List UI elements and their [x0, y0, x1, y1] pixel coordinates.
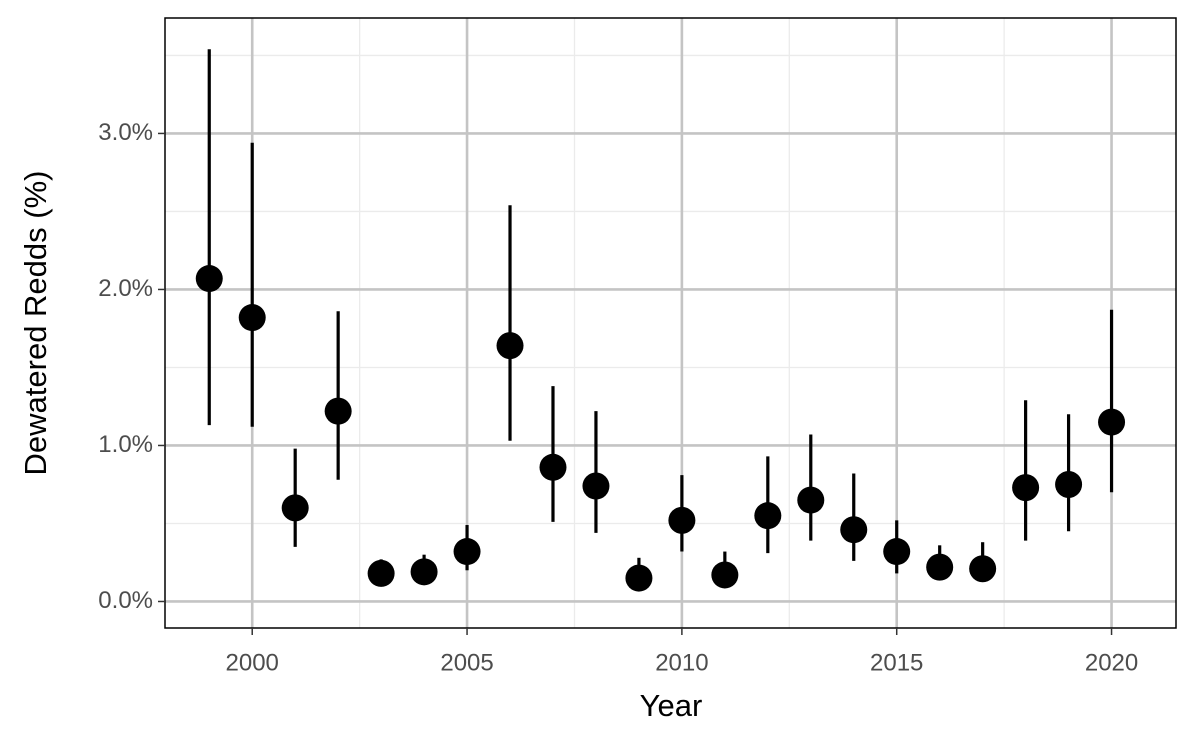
point	[496, 332, 524, 360]
point	[1098, 408, 1126, 436]
point	[668, 506, 696, 534]
y-tick-label: 3.0%	[98, 119, 153, 146]
point	[539, 453, 567, 481]
x-tick-label: 2010	[655, 649, 708, 676]
point	[926, 553, 954, 581]
point	[883, 538, 911, 566]
point	[410, 558, 438, 586]
x-tick-label: 2000	[226, 649, 279, 676]
point	[711, 561, 739, 589]
point	[969, 555, 997, 583]
point	[625, 564, 653, 592]
point	[238, 304, 266, 332]
panel-border	[164, 17, 1177, 629]
point	[840, 516, 868, 544]
point	[1055, 470, 1083, 498]
point	[367, 559, 395, 587]
point	[797, 486, 825, 514]
x-tick-label: 2005	[440, 649, 493, 676]
y-axis-title: Dewatered Redds (%)	[18, 171, 53, 476]
y-tick-label: 1.0%	[98, 431, 153, 458]
x-tick-label: 2015	[870, 649, 923, 676]
point	[195, 265, 223, 293]
x-tick-label: 2020	[1085, 649, 1138, 676]
point	[281, 494, 309, 522]
point	[324, 397, 352, 425]
y-tick-label: 2.0%	[98, 275, 153, 302]
marks	[195, 49, 1126, 592]
point	[754, 502, 782, 530]
point	[1012, 474, 1040, 502]
x-axis-title: Year	[640, 688, 703, 723]
point	[582, 472, 610, 500]
y-tick-label: 0.0%	[98, 587, 153, 614]
point	[453, 538, 481, 566]
